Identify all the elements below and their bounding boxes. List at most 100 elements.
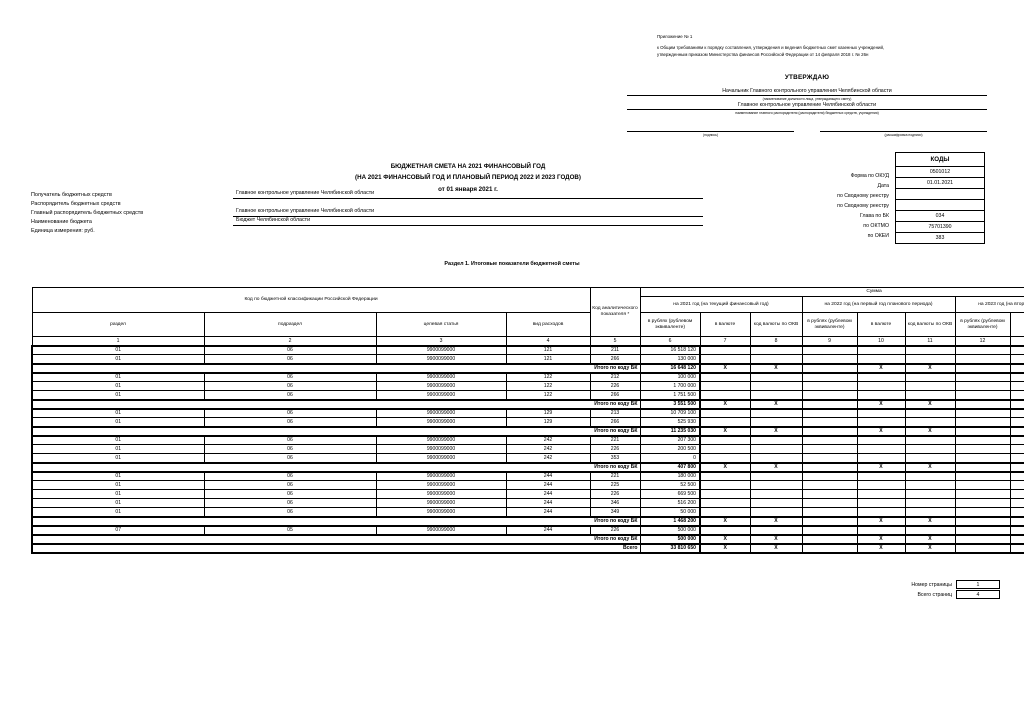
- table-row[interactable]: 01 06 9900099000 244 225 52 500: [31, 480, 1024, 490]
- th-2022-currency: в валюте: [856, 312, 906, 337]
- cell-razdel: 01: [31, 371, 205, 382]
- total-pages-value[interactable]: 4: [956, 590, 1000, 599]
- cell-2022-currency: [856, 498, 906, 508]
- cell-2022-currency-code: [904, 407, 956, 418]
- table-row[interactable]: 01 06 9900099000 244 226 669 500: [31, 489, 1024, 499]
- codes-value-okud[interactable]: 0501012: [896, 167, 984, 178]
- signature-line: [627, 124, 794, 132]
- cell-2021-currency: [699, 498, 751, 508]
- cell-vid: 122: [505, 371, 591, 382]
- cell-2021-currency-code: [749, 371, 803, 382]
- grand-2022-rubles: [801, 543, 858, 554]
- codes-box: КОДЫ 0501012 01.01.2021 034 75701390 383: [895, 152, 985, 244]
- page-number-value[interactable]: 1: [956, 580, 1000, 589]
- colnum-8: 8: [749, 336, 803, 346]
- title-line-3: от 01 января 2021 г.: [438, 185, 498, 193]
- total-label: Итого по коду БК: [31, 533, 641, 545]
- total-sum-2021: 500 000: [639, 533, 701, 545]
- total-2022-currency-code: X: [904, 515, 956, 527]
- cell-sum-2021-rubles: 16 518 120: [639, 344, 701, 355]
- codes-value-registry2[interactable]: [896, 200, 984, 211]
- cell-2021-currency: [699, 489, 751, 499]
- cell-podrazdel: 06: [203, 344, 377, 355]
- field-label-unit: Единица измерения: руб.: [31, 228, 95, 234]
- table-row[interactable]: 01 06 9900099000 129 213 10 709 100: [31, 407, 1024, 418]
- table-row[interactable]: 01 06 9900099000 122 212 100 000: [31, 371, 1024, 382]
- total-2023-currency: X: [1009, 398, 1024, 410]
- field-value-recipient[interactable]: Главное контрольное управление Челябинск…: [233, 190, 703, 199]
- table-row[interactable]: 01 06 9900099000 244 221 180 000: [31, 470, 1024, 481]
- th-celevaya: целевая статья: [375, 312, 507, 337]
- approval-block: УТВЕРЖДАЮ Начальник Главного контрольног…: [627, 74, 987, 137]
- table-row[interactable]: 01 06 9900099000 122 226 1 700 000: [31, 381, 1024, 391]
- cell-sum-2021-rubles: 130 000: [639, 354, 701, 364]
- table-row[interactable]: 01 06 9900099000 242 226 200 500: [31, 444, 1024, 454]
- table-row[interactable]: 07 05 9900099000 244 226 500 000: [31, 524, 1024, 535]
- table-row[interactable]: 01 06 9900099000 129 266 525 930: [31, 417, 1024, 427]
- cell-razdel: 07: [31, 524, 205, 535]
- th-year-2022: на 2022 год (на первый год планового пер…: [801, 296, 956, 313]
- field-value-budget-name[interactable]: Бюджет Челябинской области: [233, 217, 703, 226]
- cell-vid: 129: [505, 407, 591, 418]
- cell-2022-rubles: [801, 489, 858, 499]
- cell-2022-rubles: [801, 354, 858, 364]
- table-row[interactable]: 01 06 9900099000 244 349 50 000: [31, 507, 1024, 517]
- cell-sum-2021-rubles: 52 500: [639, 480, 701, 490]
- total-label: Итого по коду БК: [31, 398, 641, 410]
- cell-celevaya: 9900099000: [375, 480, 507, 490]
- cell-2021-currency-code: [749, 470, 803, 481]
- cell-analytic: 221: [589, 470, 641, 481]
- cell-celevaya: 9900099000: [375, 434, 507, 445]
- cell-podrazdel: 06: [203, 407, 377, 418]
- table-row[interactable]: 01 06 9900099000 244 346 516 200: [31, 498, 1024, 508]
- cell-vid: 242: [505, 444, 591, 454]
- table-row[interactable]: 01 06 9900099000 122 266 1 751 500: [31, 390, 1024, 400]
- cell-2023-currency: [1009, 344, 1024, 355]
- table-row[interactable]: 01 06 9900099000 121 211 16 518 120: [31, 344, 1024, 355]
- field-value-manager[interactable]: [233, 199, 703, 208]
- colnum-10: 10: [856, 336, 906, 346]
- cell-2021-currency: [699, 524, 751, 535]
- table-row[interactable]: 01 06 9900099000 121 266 130 000: [31, 354, 1024, 364]
- codes-value-oktmo[interactable]: 75701390: [896, 222, 984, 233]
- cell-celevaya: 9900099000: [375, 344, 507, 355]
- total-2023-currency: X: [1009, 362, 1024, 374]
- codes-label-okei: по ОКЕИ: [867, 233, 889, 239]
- section-heading: Раздел 1. Итоговые показатели бюджетной …: [444, 261, 580, 267]
- cell-2021-currency-code: [749, 498, 803, 508]
- cell-2021-currency-code: [749, 344, 803, 355]
- codes-value-registry1[interactable]: [896, 189, 984, 200]
- colnum-1: 1: [31, 336, 205, 346]
- codes-label-date: Дата: [877, 183, 890, 189]
- table-row[interactable]: 01 06 9900099000 242 221 207 300: [31, 434, 1024, 445]
- field-value-chief[interactable]: Главное контрольное управление Челябинск…: [233, 208, 703, 217]
- appendix-line-2: к Общим требованиям к порядку составлени…: [657, 44, 885, 50]
- cell-2023-currency: [1009, 354, 1024, 364]
- cell-2023-rubles: [954, 407, 1011, 418]
- title-line-2: (НА 2021 ФИНАНСОВЫЙ ГОД И ПЛАНОВЫЙ ПЕРИО…: [355, 174, 581, 182]
- appendix-line-1: Приложение № 1: [657, 34, 693, 39]
- cell-podrazdel: 06: [203, 434, 377, 445]
- cell-vid: 121: [505, 354, 591, 364]
- cell-vid: 244: [505, 489, 591, 499]
- field-label-chief: Главный распорядитель бюджетных средств: [31, 210, 144, 216]
- cell-2021-currency: [699, 381, 751, 391]
- cell-celevaya: 9900099000: [375, 444, 507, 454]
- field-label-manager: Распорядитель бюджетных средств: [31, 201, 121, 207]
- cell-razdel: 01: [31, 354, 205, 364]
- table-row[interactable]: 01 06 9900099000 242 353 0: [31, 453, 1024, 463]
- cell-2022-rubles: [801, 524, 858, 535]
- total-2022-rubles: [801, 425, 858, 437]
- cell-2023-currency: [1009, 507, 1024, 517]
- cell-2021-currency: [699, 453, 751, 463]
- codes-value-date[interactable]: 01.01.2021: [896, 178, 984, 189]
- cell-2021-currency: [699, 444, 751, 454]
- cell-2022-rubles: [801, 371, 858, 382]
- cell-2022-rubles: [801, 498, 858, 508]
- cell-razdel: 01: [31, 507, 205, 517]
- colnum-7: 7: [699, 336, 751, 346]
- th-analytic: Код аналитического показателя *: [589, 287, 641, 337]
- codes-value-okei[interactable]: 383: [935, 235, 945, 241]
- codes-value-glava-bk[interactable]: 034: [896, 211, 984, 222]
